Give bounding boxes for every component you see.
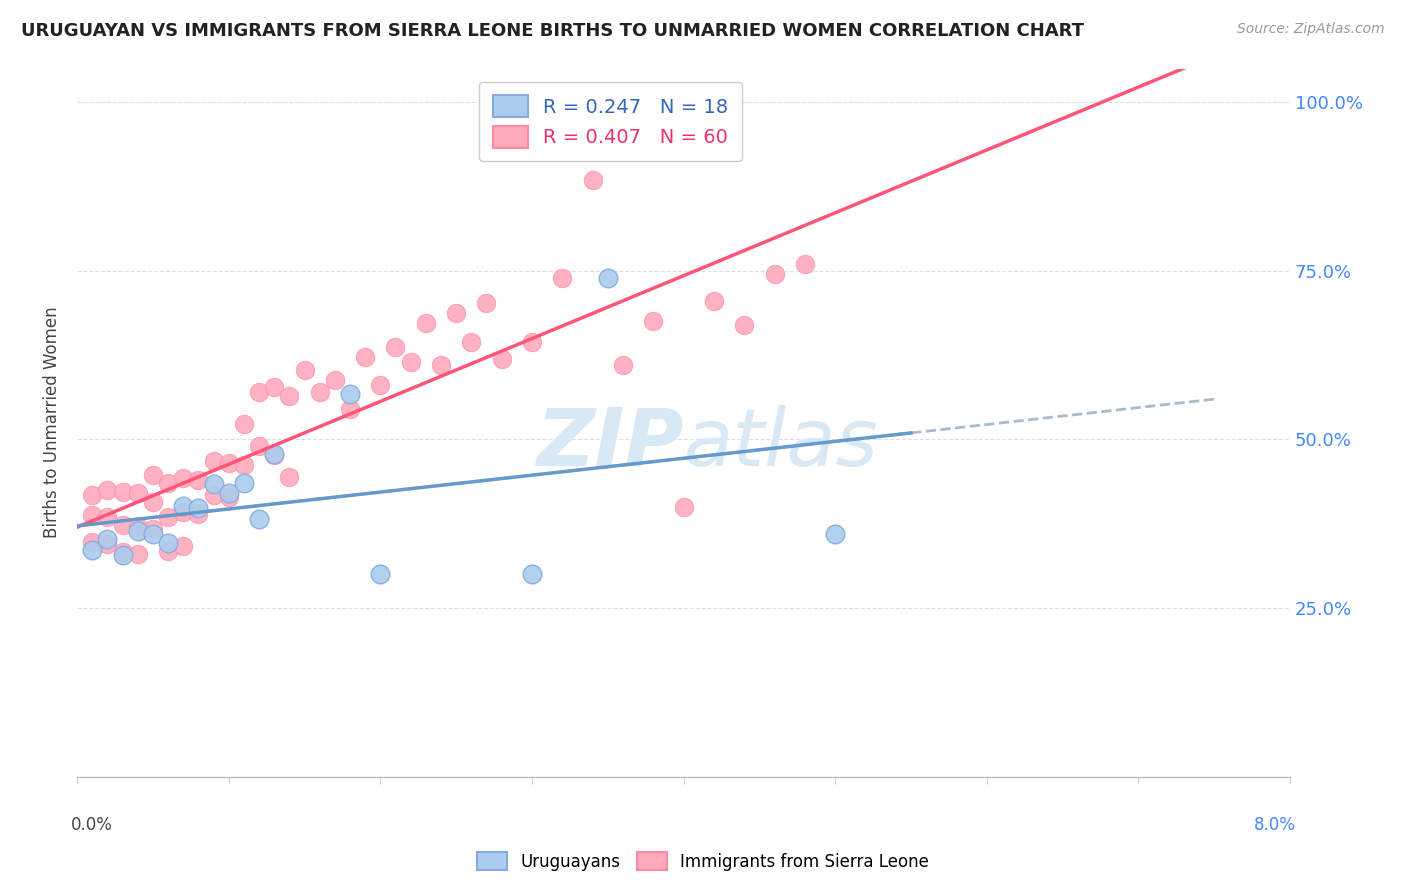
Point (157, 476, 180, 491)
Y-axis label: Births to Unmarried Women: Births to Unmarried Women (44, 307, 60, 539)
Point (247, 439, 270, 453)
Point (172, 499, 194, 513)
Point (232, 475, 254, 490)
Point (111, 545, 134, 559)
Point (202, 454, 225, 468)
Point (187, 501, 209, 516)
Point (339, 386, 361, 401)
Point (263, 448, 285, 462)
Point (824, 526, 846, 541)
Point (111, 484, 134, 499)
Point (370, 567, 392, 582)
Point (127, 524, 149, 538)
Point (187, 473, 209, 487)
Point (157, 536, 180, 550)
Point (232, 417, 254, 432)
Point (96, 533, 118, 547)
Point (202, 488, 225, 502)
Point (733, 318, 755, 332)
Point (187, 507, 209, 521)
Point (430, 358, 453, 372)
Point (82, 488, 104, 502)
Point (278, 388, 301, 402)
Point (142, 522, 165, 536)
Text: 8.0%: 8.0% (1254, 815, 1296, 833)
Point (157, 543, 180, 558)
Point (384, 340, 406, 354)
Point (82, 535, 104, 549)
Point (1005, 37, 1028, 52)
Point (520, 567, 543, 582)
Text: atlas: atlas (683, 405, 879, 483)
Point (596, 270, 619, 285)
Text: ZIP: ZIP (536, 405, 683, 483)
Point (339, 402, 361, 417)
Point (232, 458, 254, 472)
Point (278, 469, 301, 483)
Point (142, 526, 165, 541)
Point (491, 351, 513, 366)
Text: 0.0%: 0.0% (72, 815, 112, 833)
Point (202, 477, 225, 491)
Point (643, 314, 665, 328)
Text: URUGUAYAN VS IMMIGRANTS FROM SIERRA LEONE BIRTHS TO UNMARRIED WOMEN CORRELATION : URUGUAYAN VS IMMIGRANTS FROM SIERRA LEON… (21, 22, 1084, 40)
Point (444, 306, 467, 320)
Point (127, 486, 149, 500)
Point (399, 355, 422, 369)
Point (415, 316, 437, 330)
Point (247, 512, 270, 526)
Point (172, 471, 194, 485)
Point (703, 294, 725, 309)
Point (581, 173, 603, 187)
Point (612, 358, 634, 372)
Text: Source: ZipAtlas.com: Source: ZipAtlas.com (1237, 22, 1385, 37)
Point (323, 373, 346, 387)
Point (142, 495, 165, 509)
Point (308, 385, 330, 400)
Point (172, 539, 194, 553)
Point (263, 447, 285, 461)
Point (111, 518, 134, 533)
Point (354, 350, 377, 364)
Point (82, 543, 104, 558)
Point (370, 378, 392, 392)
Point (96, 483, 118, 497)
Point (294, 363, 316, 377)
Point (763, 267, 786, 281)
Point (218, 456, 240, 470)
Legend: R = 0.247   N = 18, R = 0.407   N = 60: R = 0.247 N = 18, R = 0.407 N = 60 (479, 82, 742, 161)
Point (218, 490, 240, 504)
Legend: Uruguayans, Immigrants from Sierra Leone: Uruguayans, Immigrants from Sierra Leone (468, 844, 938, 880)
Point (172, 505, 194, 519)
Point (793, 257, 815, 271)
Point (218, 486, 240, 500)
Point (263, 380, 285, 394)
Point (460, 334, 482, 349)
Point (142, 467, 165, 482)
Point (96, 537, 118, 551)
Point (82, 508, 104, 523)
Point (475, 296, 498, 310)
Point (127, 547, 149, 561)
Point (127, 520, 149, 534)
Point (247, 385, 270, 400)
Point (111, 549, 134, 563)
Point (520, 334, 543, 349)
Point (96, 510, 118, 524)
Point (672, 500, 695, 514)
Point (157, 510, 180, 524)
Point (551, 270, 574, 285)
